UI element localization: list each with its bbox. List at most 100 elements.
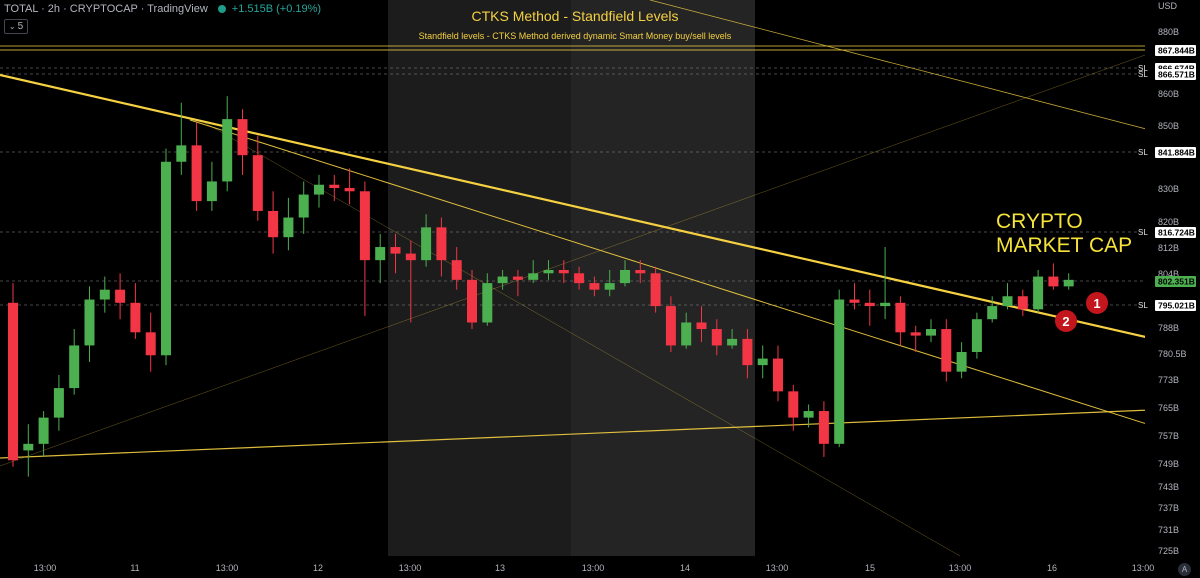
price-label: 816.724B — [1158, 228, 1195, 238]
candle-body — [298, 194, 309, 218]
candle — [558, 260, 569, 284]
marker-circle — [1086, 292, 1108, 314]
candle-body — [482, 283, 493, 323]
candle-body — [497, 276, 508, 284]
sl-label: SL — [1138, 148, 1148, 157]
candle — [8, 283, 18, 467]
price-tick-label: 804B — [1158, 269, 1179, 279]
candle-body — [803, 411, 814, 418]
candle-body — [650, 273, 661, 307]
candle — [1063, 273, 1074, 290]
time-tick-label: 13:00 — [766, 563, 789, 573]
candle — [176, 102, 187, 175]
price-tick-label: 743B — [1158, 482, 1179, 492]
currency-label[interactable]: USD — [1158, 1, 1178, 11]
candle-body — [375, 247, 386, 261]
candle-body — [574, 273, 585, 284]
candle-body — [237, 119, 248, 156]
candle-body — [895, 302, 906, 333]
time-tick-label: 13:00 — [949, 563, 972, 573]
candle — [38, 411, 49, 457]
candle-body — [329, 184, 340, 188]
time-tick-label: 11 — [130, 563, 139, 573]
time-tick-label: 14 — [680, 563, 690, 573]
candle — [665, 296, 676, 352]
candle — [268, 191, 279, 254]
candle — [650, 266, 661, 313]
candle-body — [757, 358, 768, 366]
candle — [1033, 270, 1044, 313]
candle-body — [115, 289, 126, 303]
session-shade — [571, 0, 755, 556]
candle — [69, 329, 80, 395]
candle-body — [604, 283, 615, 290]
interval-dropdown[interactable]: ⌄ 5 — [4, 19, 28, 34]
session-shade — [388, 0, 571, 556]
candle-body — [910, 332, 921, 336]
candle — [421, 214, 432, 267]
price-tick-label: 860B — [1158, 89, 1179, 99]
price-tick-label: 749B — [1158, 459, 1179, 469]
candle — [512, 270, 523, 297]
candle — [956, 342, 967, 379]
candle-body — [1048, 276, 1059, 287]
candle-body — [38, 417, 49, 444]
time-tick-label: 13:00 — [582, 563, 605, 573]
candle-body — [436, 227, 447, 261]
candle — [191, 122, 202, 211]
candle — [971, 312, 982, 359]
symbol-header: TOTAL · 2h · CRYPTOCAP · TradingView +1.5… — [4, 3, 321, 15]
candle-body — [99, 289, 110, 300]
candle-body — [314, 184, 324, 195]
candle-body — [665, 306, 676, 346]
price-tick-label: 880B — [1158, 27, 1179, 37]
sl-label: SL — [1138, 228, 1148, 237]
marker-number: 1 — [1093, 296, 1100, 311]
price-label: 866.571B — [1158, 70, 1195, 80]
candle — [375, 233, 386, 284]
price-label: 867.844B — [1158, 46, 1195, 56]
candle — [543, 260, 554, 280]
candle-body — [451, 260, 462, 280]
price-tick-label: 780.5B — [1158, 349, 1187, 359]
candle-body — [696, 322, 707, 330]
candle — [1017, 289, 1028, 316]
candle — [987, 296, 998, 323]
candle — [1048, 263, 1059, 290]
candle-body — [1017, 296, 1028, 310]
trend-line — [649, 0, 1151, 131]
candle-body — [467, 279, 477, 323]
candle-body — [252, 155, 263, 211]
chart-annotation: CRYPTO MARKET CAP — [996, 210, 1132, 258]
candle — [803, 404, 814, 428]
candle — [451, 247, 462, 290]
candle-body — [635, 270, 646, 274]
symbol-title: TOTAL · 2h · CRYPTOCAP · TradingView — [4, 3, 208, 15]
candle — [834, 289, 845, 448]
candle-body — [145, 332, 156, 356]
candle-body — [788, 391, 799, 418]
candle — [23, 424, 34, 477]
candle-body — [620, 270, 630, 284]
candle — [895, 296, 906, 346]
candle — [99, 276, 110, 313]
auto-scale-button[interactable]: A — [1178, 563, 1191, 576]
trend-line — [0, 409, 1151, 459]
candle — [589, 276, 600, 297]
candle-body — [176, 145, 187, 162]
candle — [635, 260, 646, 284]
candle — [849, 283, 860, 310]
marker-circle — [1055, 310, 1077, 332]
candle — [757, 345, 768, 379]
candle — [314, 174, 324, 208]
sl-label: SL — [1138, 301, 1148, 310]
annotation-line-1: CRYPTO — [996, 210, 1083, 233]
candle — [742, 329, 753, 379]
candle-body — [834, 299, 845, 444]
candle-body — [268, 210, 279, 238]
candle — [696, 306, 707, 343]
time-tick-label: 13:00 — [216, 563, 239, 573]
candle — [206, 161, 217, 211]
chevron-down-icon: ⌄ — [8, 22, 16, 31]
